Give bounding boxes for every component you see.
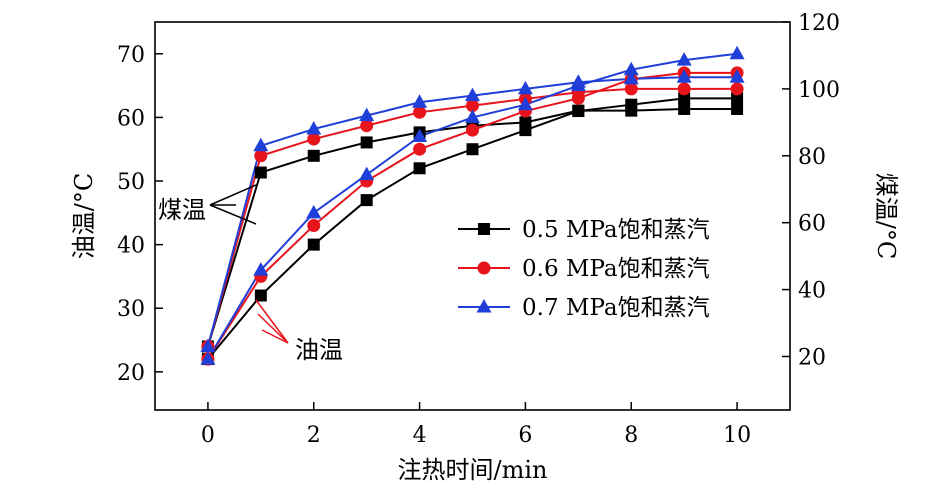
x-tick-label: 2 <box>307 423 321 448</box>
oil-temp-point <box>623 61 639 76</box>
y-left-tick-label: 70 <box>117 43 145 68</box>
y-right-tick-label: 60 <box>798 212 826 237</box>
coal-temp-point <box>307 132 321 146</box>
y-left-axis-title: 油温/°C <box>70 173 98 259</box>
oil-temp-point <box>359 166 375 181</box>
coal-temp-pointer <box>209 204 257 225</box>
coal-temp-point <box>572 104 585 117</box>
oil-temp-point <box>731 92 744 105</box>
legend-marker <box>478 223 490 235</box>
oil-temp-pointer <box>255 299 289 344</box>
coal-temp-point <box>360 119 374 133</box>
coal-temp-point <box>678 102 691 115</box>
y-left-tick-label: 60 <box>117 106 145 131</box>
coal-temp-point <box>360 136 373 149</box>
y-left-tick-label: 50 <box>117 170 145 195</box>
coal-temp-point <box>359 107 375 122</box>
y-right-axis-title: 煤温/°C <box>872 173 900 259</box>
oil-temp-annotation: 油温 <box>295 336 343 364</box>
coal-temp-point <box>676 69 692 83</box>
legend-label: 0.5 MPa饱和蒸汽 <box>522 217 710 243</box>
oil-temp-point <box>360 194 373 207</box>
coal-temp-point <box>413 105 427 119</box>
oil-temp-point <box>200 351 216 365</box>
y-right-tick-label: 100 <box>798 78 840 103</box>
coal-temp-pointer <box>209 184 257 206</box>
coal-temp-point <box>517 80 533 95</box>
oil-temp-point <box>676 52 692 66</box>
coal-temp-point <box>570 74 586 88</box>
coal-temp-point <box>466 99 479 113</box>
coal-temp-point <box>200 338 216 352</box>
oil-temp-point <box>465 109 480 123</box>
y-right-tick-label: 40 <box>798 279 826 304</box>
oil-temp-point <box>413 142 427 156</box>
coal-temp-point <box>624 82 638 96</box>
coal-temp-point <box>254 149 268 163</box>
coal-temp-point <box>623 70 639 85</box>
legend-label: 0.7 MPa饱和蒸汽 <box>522 295 710 321</box>
legend: 0.5 MPa饱和蒸汽 0.6 MPa饱和蒸汽 0.7 MPa饱和蒸汽 <box>458 217 710 321</box>
coal-temp-point <box>731 102 744 115</box>
series-markers <box>200 45 745 366</box>
x-axis-title: 注热时间/min <box>398 456 548 484</box>
coal-temp-point <box>519 116 532 129</box>
oil-temp-point <box>307 219 321 233</box>
x-tick-label: 0 <box>201 423 215 448</box>
legend-label: 0.6 MPa饱和蒸汽 <box>522 256 710 282</box>
coal-temp-point <box>254 166 267 179</box>
oil-temp-pointer <box>257 313 289 344</box>
coal-temp-point <box>730 82 744 96</box>
oil-temp-point <box>253 262 269 276</box>
oil-temp-point <box>254 289 267 302</box>
legend-marker <box>477 261 491 275</box>
x-tick-label: 10 <box>723 423 751 448</box>
oil-temp-point <box>466 123 479 137</box>
x-tick-label: 8 <box>624 423 638 448</box>
oil-temp-pointer <box>261 329 289 344</box>
coal-temp-point <box>465 87 480 102</box>
x-tick-label: 6 <box>518 423 532 448</box>
plot-frame <box>154 21 791 411</box>
coal-temp-point <box>677 82 691 96</box>
coal-temp-point <box>253 137 269 152</box>
coal-temp-point <box>412 94 428 108</box>
y-right-tick-label: 80 <box>798 145 826 170</box>
coal-temp-annotation: 煤温 <box>158 196 206 224</box>
x-tick-label: 4 <box>413 423 427 448</box>
coal-temp-point <box>625 104 638 117</box>
y-left-tick-label: 40 <box>117 234 145 259</box>
oil-temp-point <box>413 162 426 175</box>
axis-ticks: 0 2 4 6 8 10 20 30 40 50 60 70 20 40 60 80 100 120 <box>117 11 840 448</box>
coal-temp-point <box>306 121 322 135</box>
y-left-tick-label: 20 <box>117 361 145 386</box>
oil-temp-point <box>307 238 320 251</box>
coal-temp-point <box>307 149 320 162</box>
legend-marker <box>476 299 492 313</box>
coal-temp-point <box>729 69 745 83</box>
y-right-tick-label: 20 <box>798 345 826 370</box>
oil-temp-point <box>306 204 322 219</box>
oil-temp-point <box>678 92 691 105</box>
oil-temp-point <box>412 128 428 142</box>
oil-temp-point <box>466 143 479 156</box>
y-right-tick-label: 120 <box>798 11 840 36</box>
oil-temp-point <box>729 45 745 60</box>
y-left-tick-label: 30 <box>117 297 145 322</box>
oil-temp-point <box>517 96 533 111</box>
